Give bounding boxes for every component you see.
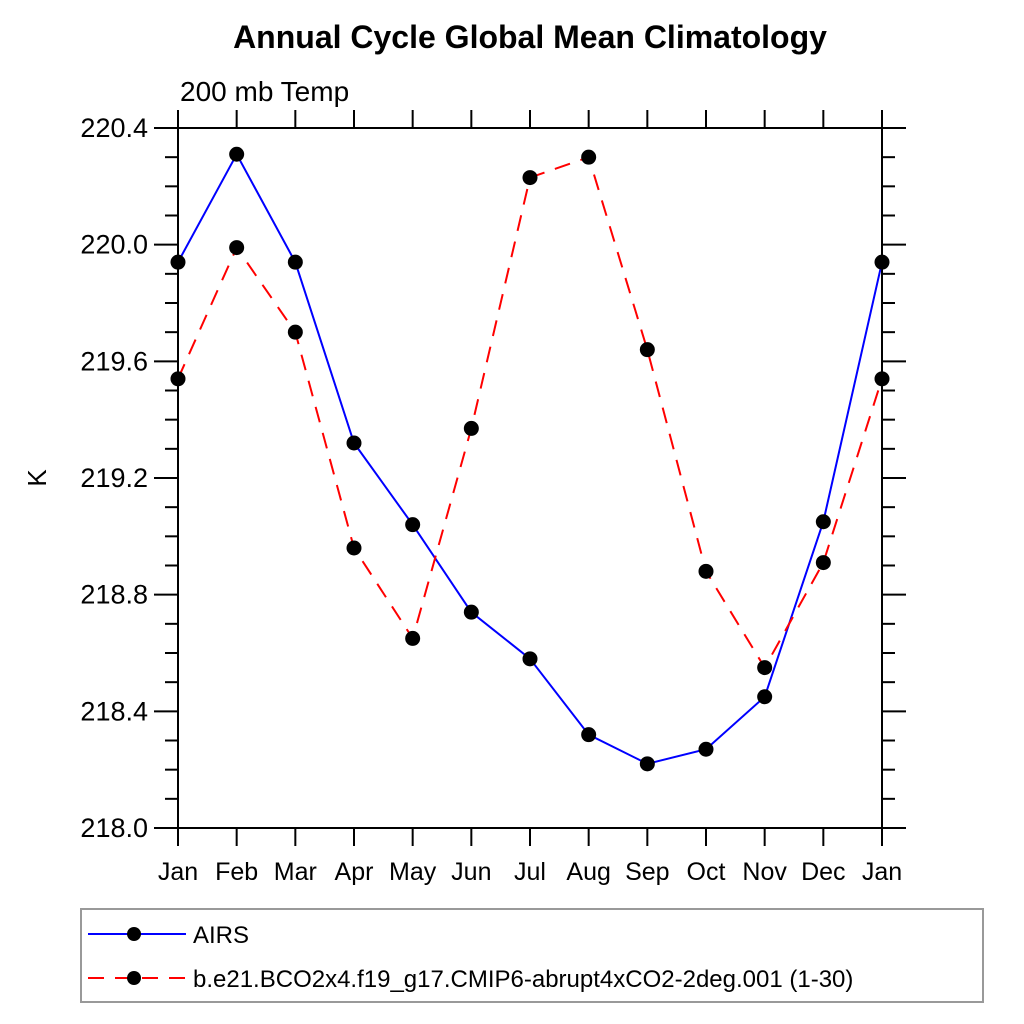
data-point-model [874, 371, 890, 387]
data-point-model [170, 371, 186, 387]
x-tick-label: Oct [687, 858, 726, 886]
data-point-airs [522, 651, 538, 667]
plot-frame [177, 127, 883, 829]
legend-border [80, 908, 984, 1003]
chart-title: Annual Cycle Global Mean Climatology [233, 19, 827, 55]
y-tick-label: 220.4 [80, 113, 148, 143]
data-point-airs [815, 514, 831, 530]
chart-subtitle: 200 mb Temp [180, 76, 349, 107]
data-point-model [229, 240, 245, 256]
y-tick-label: 218.0 [80, 813, 148, 843]
data-point-model [581, 149, 597, 165]
legend-box: AIRS b.e21.BCO2x4.f19_g17.CMIP6-abrupt4x… [80, 908, 984, 1003]
x-tick-label: Nov [742, 858, 787, 886]
x-tick-label: Apr [335, 858, 374, 886]
y-axis-label: K [22, 469, 52, 487]
y-tick-label: 218.4 [80, 696, 148, 726]
data-point-model [698, 563, 714, 579]
y-tick-label: 219.6 [80, 346, 148, 376]
legend-entry-airs: AIRS [88, 922, 249, 949]
data-point-airs [229, 146, 245, 162]
legend-marker-model [127, 971, 141, 985]
series-line-airs [177, 152, 883, 765]
data-point-airs [287, 254, 303, 270]
y-tick-label: 219.2 [80, 463, 148, 493]
x-tick-label: Jul [514, 858, 546, 886]
data-point-model [463, 420, 479, 436]
x-tick-label: Jun [451, 858, 491, 886]
data-point-model [522, 170, 538, 186]
y-tick-label: 218.8 [80, 580, 148, 610]
x-tick-label: Feb [215, 858, 258, 886]
data-point-airs [757, 689, 773, 705]
data-point-model [757, 660, 773, 676]
data-point-model [815, 555, 831, 571]
data-point-airs [639, 756, 655, 772]
data-point-airs [874, 254, 890, 270]
data-point-airs [405, 517, 421, 533]
x-tick-label: Jan [158, 858, 198, 886]
data-point-airs [463, 604, 479, 620]
data-point-airs [581, 727, 597, 743]
data-point-model [287, 324, 303, 340]
legend-marker-airs [127, 927, 141, 941]
x-tick-label: Mar [274, 858, 317, 886]
data-point-airs [346, 435, 362, 451]
data-point-model [639, 342, 655, 358]
x-tick-label: Jan [862, 858, 902, 886]
data-point-model [346, 540, 362, 556]
plot-area: 218.0 218.4 218.8 219.2 219.6 220.0 220.4 Jan Fe… [80, 110, 906, 886]
x-tick-label: May [389, 858, 437, 886]
legend-entry-model: b.e21.BCO2x4.f19_g17.CMIP6-abrupt4xCO2-2… [88, 966, 853, 993]
x-tick-label: Aug [566, 858, 610, 886]
data-point-airs [170, 254, 186, 270]
data-point-airs [698, 741, 714, 757]
x-tick-label: Sep [625, 858, 669, 886]
legend-label-airs: AIRS [193, 922, 249, 949]
data-point-model [405, 630, 421, 646]
legend-label-model: b.e21.BCO2x4.f19_g17.CMIP6-abrupt4xCO2-2… [193, 966, 853, 993]
y-tick-label: 220.0 [80, 230, 148, 260]
x-tick-label: Dec [801, 858, 845, 886]
series-line-model [177, 155, 883, 670]
